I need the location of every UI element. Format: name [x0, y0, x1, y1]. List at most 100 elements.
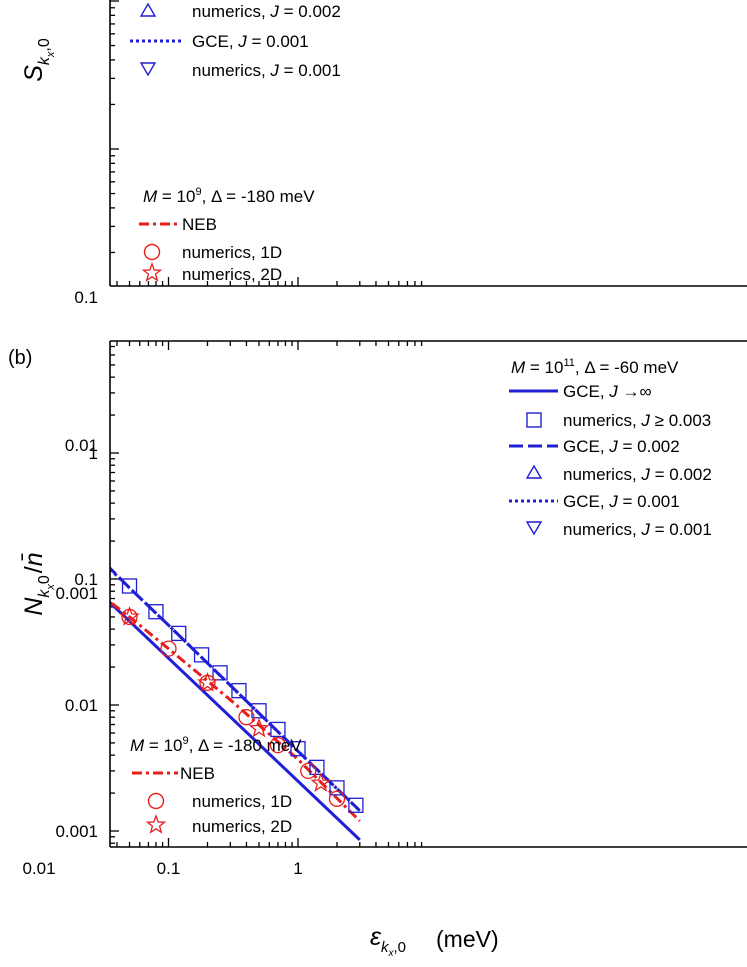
legend-title: M = 1011, Δ = -60 meV	[511, 357, 679, 377]
legend-title: M = 109, Δ = -180 meV	[143, 186, 315, 206]
data-point-star	[0, 370, 3, 386]
panel-a-ticks	[110, 0, 423, 286]
data-point-circle	[328, 790, 346, 807]
data-point-square	[172, 384, 186, 398]
y-tick-label: 1	[89, 444, 98, 463]
data-point-square	[271, 495, 285, 509]
panel-a-plot-area	[0, 268, 363, 594]
legend-star-marker	[141, 262, 163, 282]
legend-entry-numerics-j-ge-0.003: numerics, J ≥ 0.003	[563, 411, 711, 430]
data-point-square	[195, 408, 209, 422]
data-point-circle	[200, 407, 215, 422]
data-point-triangle-down	[0, 464, 7, 476]
panel-b-y-tick-labels: 0.001 0.01 0.1 1	[55, 444, 98, 841]
series-line-dash-dot	[0, 271, 360, 576]
data-point-circle	[300, 762, 317, 780]
data-point-circle	[109, 311, 124, 326]
data-point-star	[199, 410, 216, 426]
data-point-square	[310, 538, 324, 552]
panel-b-y-axis-label: Nkx0/n̄	[20, 552, 57, 615]
data-point-square	[290, 741, 306, 757]
data-point-circle	[329, 548, 344, 563]
legend-circle-marker	[143, 243, 161, 261]
data-point-square	[149, 359, 163, 373]
data-point-square	[232, 451, 246, 465]
data-point-circle	[32, 283, 47, 298]
legend-entry-neb: NEB	[182, 215, 217, 234]
panel-b-legend-bottom: M = 109, Δ = -180 meV NEB numerics, 1D n…	[130, 735, 302, 836]
x-axis-label: εkx,0 (meV)	[370, 923, 499, 959]
data-point-circle	[301, 515, 316, 530]
data-point-square	[193, 647, 210, 663]
legend-circle-marker	[147, 792, 165, 810]
panel-a-frame	[109, 0, 747, 287]
data-point-star	[310, 772, 332, 792]
data-point-square	[330, 560, 344, 574]
data-point-star	[2, 640, 19, 656]
panel-b: 0.001 0.01 0.1 1 (b) Nkx0/n̄ M = 1011, Δ = …	[0, 340, 747, 848]
panel-b-legend-top: M = 1011, Δ = -60 meV GCE, J →∞ numerics…	[509, 357, 712, 539]
x-tick-label: 0.1	[157, 859, 181, 878]
data-point-triangle-up	[0, 453, 7, 465]
legend-entry-neb: NEB	[180, 764, 215, 783]
data-point-circle	[160, 640, 177, 657]
legend-entry-gce-j-0.001: GCE, J = 0.001	[192, 32, 309, 51]
data-point-star	[197, 671, 218, 692]
panel-a-y-tick-labels: 0.001 0.01 0.1	[55, 288, 98, 603]
legend-triangle-up-marker	[525, 464, 543, 479]
data-point-square	[291, 518, 305, 532]
data-point-circle	[0, 367, 8, 382]
legend-entry-numerics-j-0.001: numerics, J = 0.001	[192, 61, 341, 80]
series-line-dash-dot	[110, 599, 361, 823]
panel-b-label: (b)	[8, 347, 32, 369]
panel-b-frame	[109, 340, 747, 848]
x-tick-label: 0.01	[22, 859, 55, 878]
y-tick-label: 0.01	[65, 436, 98, 455]
x-axis-unit: (meV)	[436, 926, 499, 952]
data-point-triangle-up	[32, 487, 46, 499]
data-point-square	[329, 780, 345, 796]
y-tick-label: 0.01	[65, 696, 98, 715]
y-tick-label: 0.001	[55, 822, 98, 841]
data-point-square	[348, 797, 364, 813]
data-point-square	[309, 759, 325, 776]
data-point-star	[312, 525, 329, 541]
data-point-triangle-up	[19, 477, 33, 489]
data-point-square	[42, 502, 56, 516]
y-tick-label: 0.1	[74, 288, 98, 307]
panel-a-legend-bottom: M = 109, Δ = -180 meV NEB numerics, 1D n…	[139, 186, 315, 284]
legend-entry-gce-j-inf: GCE, J →∞	[563, 382, 652, 401]
series-line-dotted	[130, 339, 360, 576]
data-point-circle	[278, 489, 293, 504]
data-point-circle	[269, 737, 287, 754]
data-point-circle	[223, 431, 238, 446]
data-point-square	[212, 665, 228, 681]
panel-b-ticks	[110, 341, 423, 847]
data-point-triangle-down	[12, 480, 26, 492]
data-point-triangle-up	[3, 462, 17, 474]
legend-entry-numerics-2d: numerics, 2D	[192, 817, 292, 836]
data-point-triangle-down	[19, 486, 33, 498]
data-point-square	[94, 552, 108, 566]
legend-triangle-down-marker	[525, 521, 543, 536]
data-point-square	[148, 604, 164, 620]
data-point-circle	[238, 709, 255, 726]
y-tick-label: 0.001	[55, 584, 98, 603]
panel-a-y-axis-label: Skx,0	[20, 38, 57, 82]
panel-a-legend-top: numerics, J = 0.002 GCE, J = 0.001 numer…	[130, 2, 341, 80]
x-tick-label: 1	[293, 859, 302, 878]
series-line-solid	[110, 600, 361, 841]
legend-entry-numerics-j-0.002: numerics, J = 0.002	[192, 2, 341, 21]
legend-entry-numerics-j-0.002: numerics, J = 0.002	[563, 465, 712, 484]
legend-entry-numerics-j-0.001: numerics, J = 0.001	[563, 520, 712, 539]
data-point-star	[25, 295, 42, 311]
data-point-circle	[54, 268, 69, 283]
legend-title: M = 109, Δ = -180 meV	[130, 735, 302, 755]
data-point-square	[71, 529, 85, 543]
legend-entry-numerics-1d: numerics, 1D	[192, 792, 292, 811]
data-point-square	[270, 721, 286, 738]
legend-entry-numerics-2d: numerics, 2D	[182, 265, 282, 284]
data-point-square	[231, 682, 247, 699]
legend-triangle-up-marker	[139, 2, 157, 17]
